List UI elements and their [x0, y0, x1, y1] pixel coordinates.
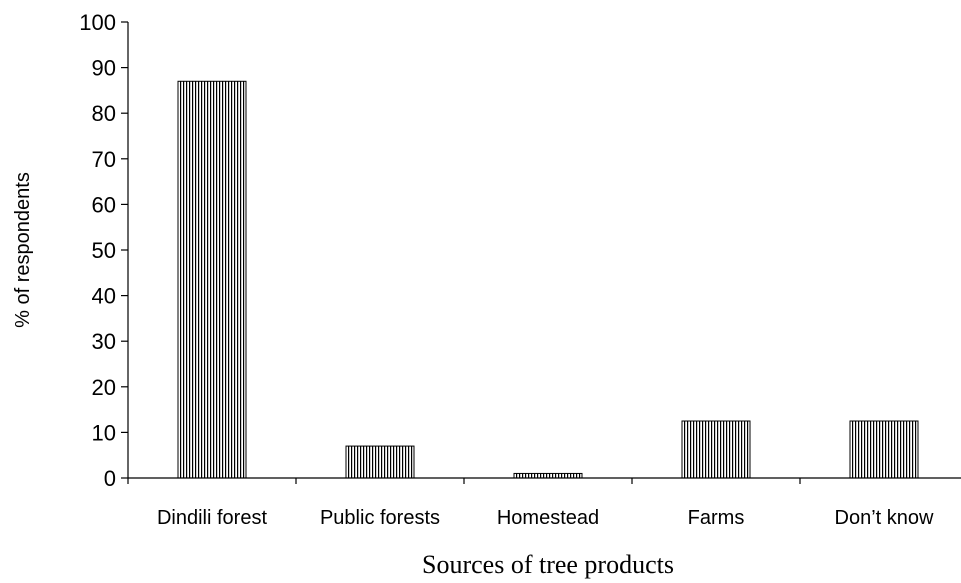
- y-tick-label: 40: [92, 284, 116, 309]
- y-tick-label: 30: [92, 329, 116, 354]
- y-tick-label: 50: [92, 238, 116, 263]
- y-tick-label: 70: [92, 147, 116, 172]
- x-axis-label: Sources of tree products: [422, 550, 674, 579]
- y-tick-label: 20: [92, 375, 116, 400]
- bar-don-t-know: [849, 420, 919, 479]
- y-axis-label: % of respondents: [12, 172, 34, 328]
- y-tick-label: 10: [92, 420, 116, 445]
- x-tick-label: Homestead: [497, 507, 599, 529]
- y-tick-label: 0: [104, 466, 116, 491]
- x-tick-label: Farms: [688, 507, 745, 529]
- y-tick-label: 80: [92, 101, 116, 126]
- y-tick-label: 60: [92, 192, 116, 217]
- bar-public-forests: [345, 445, 415, 479]
- bar-homestead: [513, 472, 583, 479]
- x-axis: Dindili forest Public forests Homestead Far…: [127, 477, 961, 529]
- bar-farms: [681, 420, 751, 479]
- y-axis: 0 10 20 30 40 50 60 70 80 90 100: [79, 10, 129, 491]
- x-tick-label: Don’t know: [835, 507, 934, 529]
- bars-group: [177, 80, 919, 479]
- x-tick-label: Public forests: [320, 507, 440, 529]
- y-tick-label: 100: [79, 10, 116, 35]
- bar-dindili-forest: [177, 80, 247, 479]
- x-tick-label: Dindili forest: [157, 507, 267, 529]
- y-tick-label: 90: [92, 56, 116, 81]
